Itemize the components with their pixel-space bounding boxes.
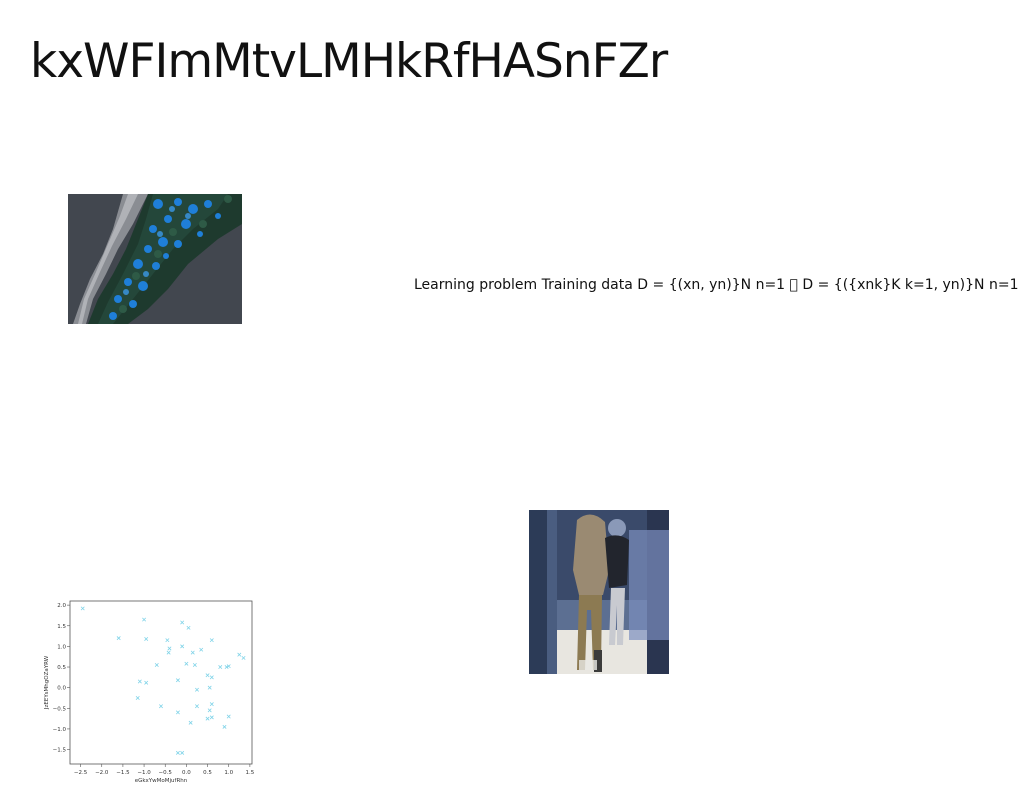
x-tick-label: −1.5 [116, 770, 130, 776]
scatter-point [180, 644, 185, 649]
scatter-point [222, 724, 227, 729]
scatter-point [194, 704, 199, 709]
scatter-point [175, 750, 180, 755]
scatter-point [188, 720, 193, 725]
y-tick-label: 0.0 [57, 686, 66, 692]
x-tick-label: −1.0 [137, 770, 151, 776]
plot-frame [69, 600, 253, 765]
people-standing-image [529, 510, 669, 674]
scatter-point [116, 636, 121, 641]
scatter-point [226, 664, 231, 669]
x-tick-label: −2.0 [95, 770, 109, 776]
learning-problem-text: Learning problem Training data D = {(xn,… [414, 277, 1019, 293]
scatter-point [207, 708, 212, 713]
aerial-forest-photo [68, 194, 242, 324]
x-axis-label: eGkxYwMoMjufRhn [135, 778, 188, 784]
people-photo [529, 510, 669, 674]
scatter-point [209, 638, 214, 643]
y-tick-label: −0.5 [53, 706, 67, 712]
scatter-point [144, 636, 149, 641]
scatter-point [224, 665, 229, 670]
y-axis-label: JzEEYsMhgOZaYRW [44, 655, 50, 710]
scatter-point [205, 716, 210, 721]
scatter-point [180, 750, 185, 755]
scatter-point [205, 673, 210, 678]
scatter-point [190, 650, 195, 655]
scatter-point [226, 714, 231, 719]
scatter-point [209, 675, 214, 680]
scatter-point [209, 702, 214, 707]
scatter-point [166, 650, 171, 655]
scatter-chart-svg: −2.5 −2.0 −1.5 −1.0 −0.5 0.0 0.5 1.0 1.5 2.0 1.5 1.… [44, 600, 255, 784]
aerial-forest-image [68, 194, 242, 324]
scatter-point [184, 661, 189, 666]
y-tick-label: 1.0 [57, 644, 66, 650]
scatter-point [159, 704, 163, 709]
x-tick-label: 1.5 [246, 770, 255, 776]
scatter-point [199, 647, 204, 652]
scatter-point [167, 646, 172, 651]
scatter-point [165, 638, 170, 643]
scatter-point [154, 662, 159, 667]
x-tick-label: −2.5 [74, 770, 88, 776]
y-tick-label: −1.0 [53, 727, 67, 733]
scatter-point [144, 680, 149, 685]
scatter-chart: −2.5 −2.0 −1.5 −1.0 −0.5 0.0 0.5 1.0 1.5 2.0 1.5 1.… [38, 596, 260, 786]
scatter-point [142, 617, 147, 622]
scatter-point [135, 695, 140, 700]
scatter-point [175, 678, 180, 683]
scatter-point [180, 620, 185, 625]
x-tick-label: −0.5 [159, 770, 173, 776]
y-tick-label: −1.5 [53, 748, 67, 754]
y-tick-label: 1.5 [57, 624, 66, 630]
scatter-point [194, 687, 199, 692]
scatter-point [237, 652, 242, 657]
x-tick-label: 1.0 [224, 770, 233, 776]
scatter-point [186, 625, 191, 630]
scatter-point [218, 665, 223, 670]
scatter-point [80, 606, 85, 611]
scatter-point [209, 715, 214, 720]
scatter-point [207, 685, 212, 690]
slide-title: kxWFImMtvLMHkRfHASnFZr [30, 34, 668, 89]
scatter-point [241, 655, 246, 660]
y-tick-label: 2.0 [57, 603, 66, 609]
x-tick-label: 0.5 [203, 770, 212, 776]
scatter-point [175, 710, 180, 715]
y-tick-label: 0.5 [57, 665, 66, 671]
x-tick-label: 0.0 [182, 770, 191, 776]
scatter-point [137, 679, 142, 684]
scatter-point [192, 662, 197, 667]
